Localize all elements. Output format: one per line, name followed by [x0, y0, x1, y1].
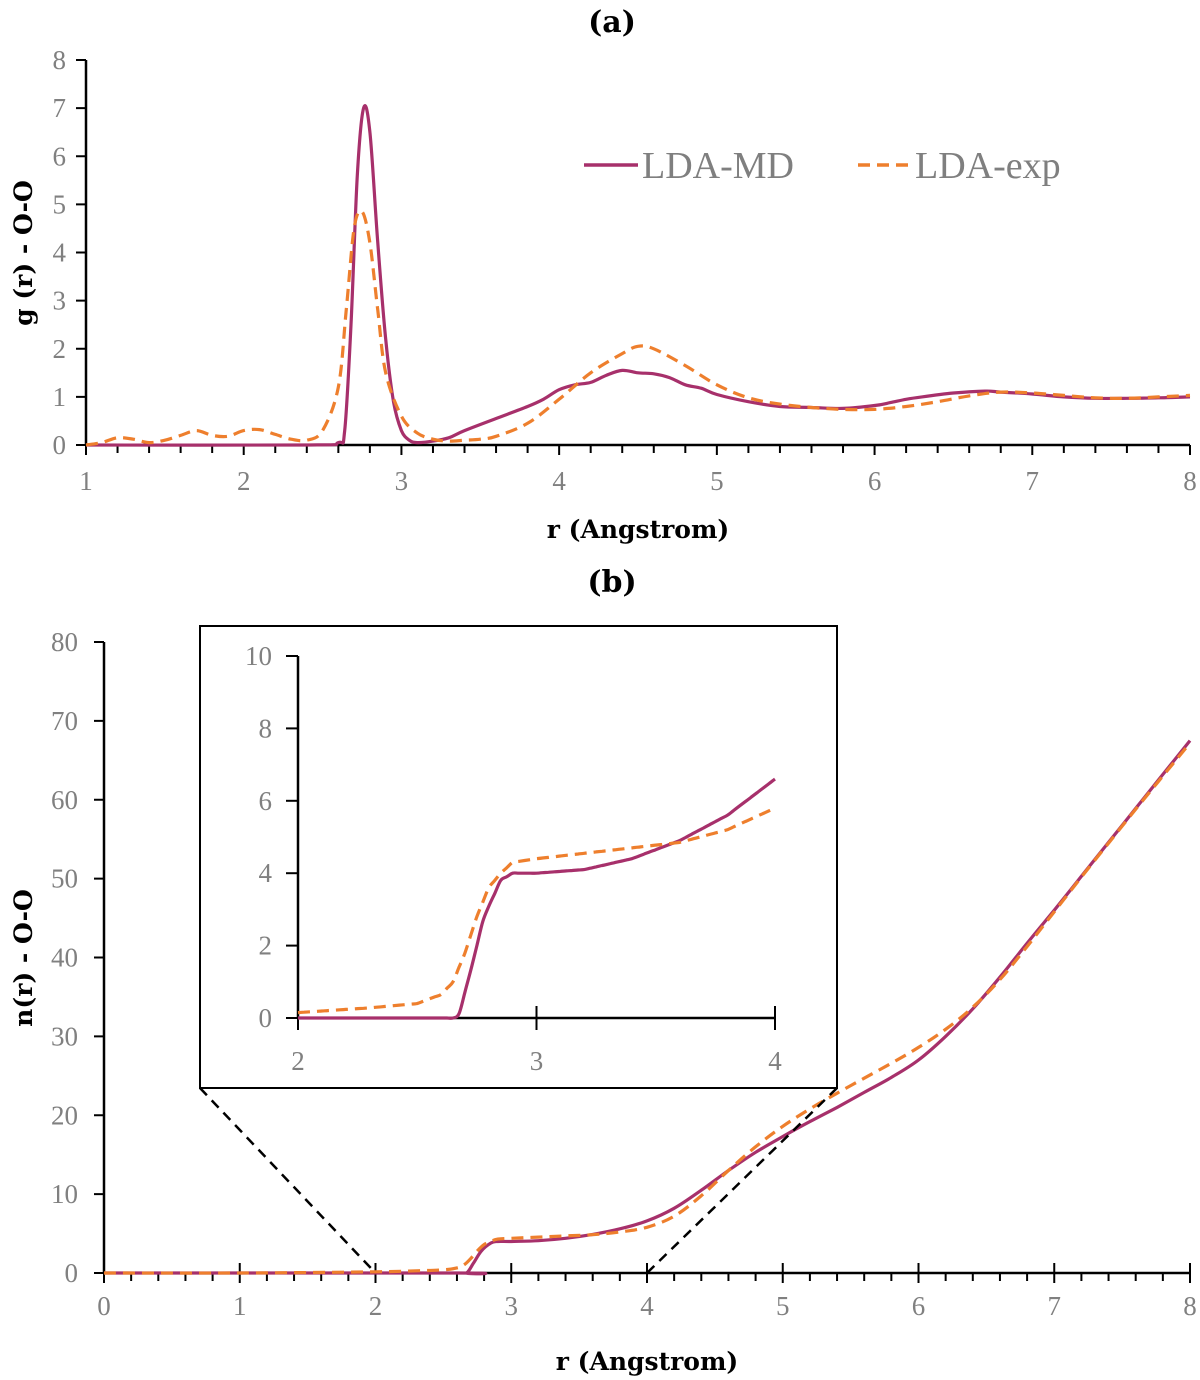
inset-y-tick-label: 2: [259, 931, 273, 961]
panel-b-x-tick-label: 1: [233, 1291, 247, 1321]
panel-b-x-tick-label: 8: [1183, 1291, 1197, 1321]
inset-x-tick-label: 3: [530, 1046, 544, 1076]
zoom-line-left: [199, 1087, 377, 1274]
panel-a-y-tick-label: 1: [53, 382, 67, 412]
panel-a-series-lda-exp: [85, 209, 1191, 447]
inset-series: [297, 777, 776, 1020]
panel-a-y-tick-label: 4: [53, 238, 67, 268]
inset-x-tick-label: 4: [768, 1046, 782, 1076]
panel-b-x-tick-label: 2: [369, 1291, 383, 1321]
panel-b-series-lda-md: [104, 739, 1192, 1276]
panel-a-title: (a): [588, 5, 636, 40]
panel-a-x-tick-label: 7: [1026, 466, 1040, 496]
inset-y-tick-label: 0: [259, 1003, 273, 1033]
panel-b-y-tick-label: 50: [51, 864, 78, 894]
legend-exp-label: LDA-exp: [915, 145, 1061, 187]
legend-md-label: LDA-MD: [642, 145, 794, 187]
inset-y-tick-label: 6: [259, 786, 273, 816]
panel-a-x-tick-label: 3: [395, 466, 409, 496]
panel-b-y-tick-label: 30: [51, 1021, 78, 1051]
panel-a-x-tick-label: 2: [237, 466, 251, 496]
panel-b-y-axis-title: n(r) - O-O: [9, 889, 38, 1027]
panel-a-legend: LDA-MD LDA-exp: [584, 145, 1061, 187]
panel-b-y-tick-label: 80: [51, 627, 78, 657]
panel-a-y-tick-label: 0: [53, 430, 67, 460]
panel-b-y-tick-label: 20: [51, 1100, 78, 1130]
zoom-line-right: [646, 1087, 838, 1274]
panel-a-y-tick-label: 2: [53, 334, 67, 364]
panel-b-x-tick-label: 4: [640, 1291, 654, 1321]
inset-y-tick-label: 10: [245, 641, 272, 671]
panel-a-x-tick-label: 6: [868, 466, 882, 496]
panel-a-y-tick-label: 8: [53, 45, 67, 75]
panel-a-y-tick-label: 7: [53, 93, 67, 123]
panel-b-x-tick-label: 6: [912, 1291, 926, 1321]
panel-a-series-lda-md: [85, 104, 1191, 447]
panel-b-x-tick-label: 0: [97, 1291, 111, 1321]
panel-b-y-tick-label: 10: [51, 1179, 78, 1209]
panel-b-x-tick-label: 7: [1048, 1291, 1062, 1321]
panel-b-y-tick-label: 40: [51, 943, 78, 973]
panel-a-y-tick-label: 6: [53, 141, 67, 171]
panel-a-y-tick-label: 3: [53, 286, 67, 316]
panel-a-x-tick-label: 1: [79, 466, 93, 496]
inset-y-tick-label: 8: [259, 713, 273, 743]
panel-a-x-axis-title: r (Angstrom): [547, 515, 730, 544]
inset-series-lda-md: [297, 777, 776, 1020]
panel-a-x-tick-label: 8: [1183, 466, 1197, 496]
panel-a-y-axis-title: g (r) - O-O: [9, 180, 38, 326]
inset-x-tick-label: 2: [291, 1046, 305, 1076]
panel-b-y-tick-label: 0: [65, 1258, 79, 1288]
inset-series-lda-exp: [297, 806, 776, 1015]
panel-b-x-axis-title: r (Angstrom): [556, 1347, 739, 1376]
zoom-connector-lines: [199, 1087, 838, 1274]
panel-b-x-tick-label: 5: [776, 1291, 790, 1321]
panel-b-x-tick-label: 3: [505, 1291, 519, 1321]
panel-b-title: (b): [587, 565, 636, 600]
panel-a-x-tick-label: 5: [710, 466, 724, 496]
panel-a-y-tick-label: 5: [53, 189, 67, 219]
panel-b-y-tick-label: 70: [51, 706, 78, 736]
inset-y-tick-label: 4: [259, 858, 273, 888]
panel-b-y-tick-label: 60: [51, 785, 78, 815]
panel-a-x-tick-label: 4: [552, 466, 566, 496]
